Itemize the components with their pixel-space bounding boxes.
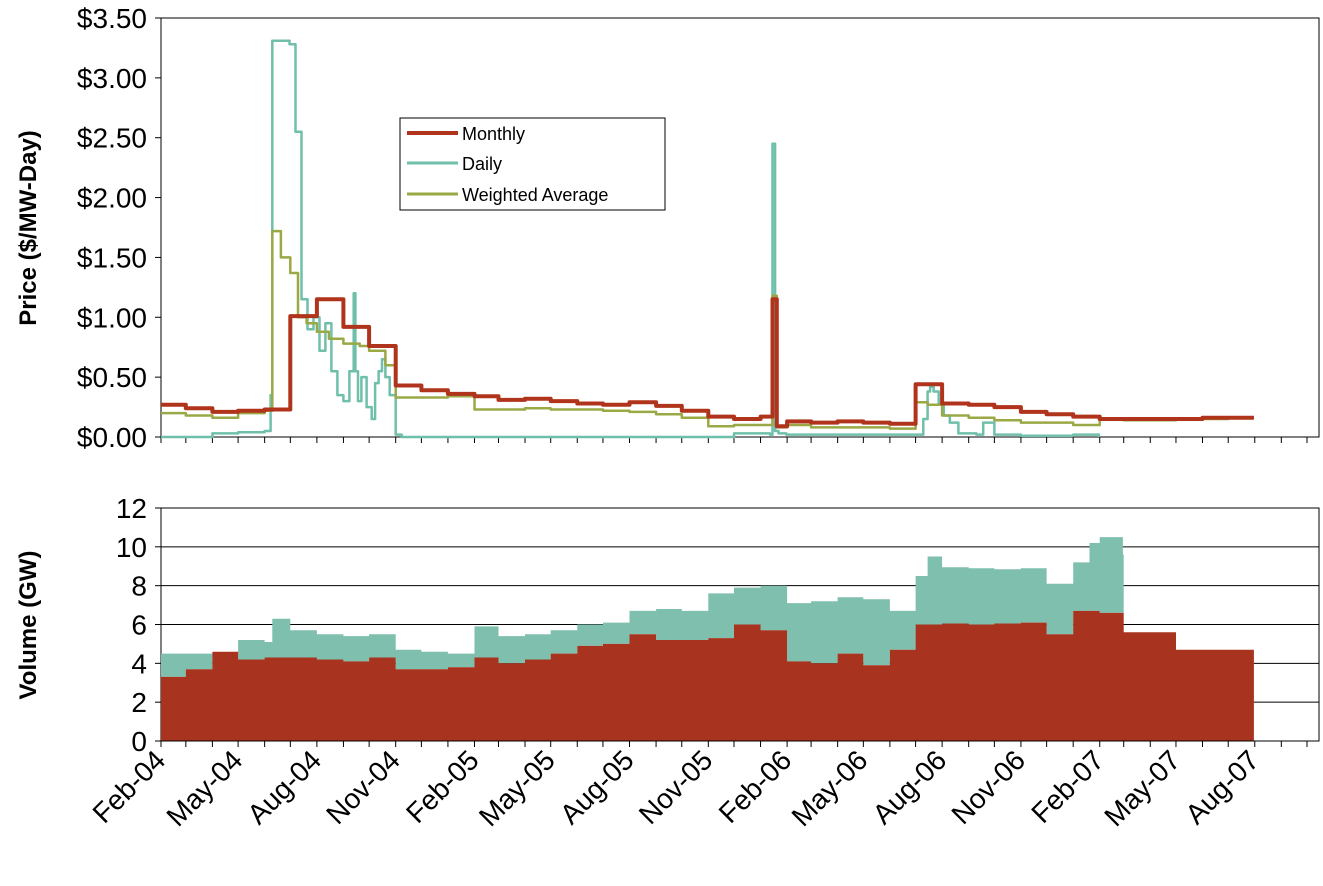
x-tick-label: May-05 (473, 744, 561, 832)
volume-y-axis: 0 2 4 6 8 10 12 (116, 493, 161, 757)
volume-y-tick-label: 8 (131, 571, 147, 602)
price-y-tick-label: $0.50 (77, 362, 147, 393)
volume-y-tick-label: 2 (131, 687, 147, 718)
x-tick-label: Nov-04 (320, 744, 406, 830)
volume-y-tick-label: 4 (131, 648, 147, 679)
x-tick-label: Nov-05 (633, 744, 719, 830)
volume-area-daily (161, 537, 1254, 677)
x-tick-label: Aug-06 (867, 744, 953, 830)
volume-x-axis (160, 740, 1319, 747)
volume-y-tick-label: 10 (116, 532, 147, 563)
volume-y-axis-label: Volume (GW) (15, 551, 42, 700)
price-line-weighted-average (161, 229, 1254, 430)
legend-label-weighted-average: Weighted Average (462, 185, 608, 205)
volume-y-tick-label: 6 (131, 610, 147, 641)
volume-area-monthly (161, 610, 1254, 741)
x-tick-label: Aug-05 (554, 744, 640, 830)
x-tick-label: Aug-07 (1179, 744, 1265, 830)
price-y-axis: $0.00 $0.50 $1.00 $1.50 $2.00 $2.50 $3.00 $3.50 (77, 3, 161, 453)
x-tick-label: May-04 (160, 744, 248, 832)
price-series (161, 39, 1254, 439)
volume-y-tick-label: 0 (131, 726, 147, 757)
price-chart: $0.00 $0.50 $1.00 $1.50 $2.00 $2.50 $3.00 $3.50… (15, 3, 1320, 453)
legend: Monthly Daily Weighted Average (399, 117, 666, 211)
price-y-axis-label: Price ($/MW-Day) (15, 130, 42, 326)
x-tick-label: Nov-06 (945, 744, 1031, 830)
x-tick-label: May-07 (1098, 744, 1186, 832)
legend-label-monthly: Monthly (462, 124, 525, 144)
x-tick-label: Feb-05 (400, 744, 485, 829)
x-tick-label: May-06 (786, 744, 874, 832)
x-axis-date-labels: Feb-04May-04Aug-04Nov-04Feb-05May-05Aug-… (87, 744, 1265, 832)
price-plot-area (160, 17, 1320, 438)
volume-series (161, 537, 1254, 741)
price-y-tick-label: $2.50 (77, 123, 147, 154)
price-y-tick-label: $3.00 (77, 63, 147, 94)
x-tick-label: Feb-06 (713, 744, 798, 829)
x-tick-label: Aug-04 (241, 744, 327, 830)
price-y-tick-label: $0.00 (77, 422, 147, 453)
price-y-tick-label: $1.50 (77, 242, 147, 273)
price-y-tick-label: $2.00 (77, 183, 147, 214)
x-tick-label: Feb-07 (1025, 744, 1110, 829)
x-tick-label: Feb-04 (87, 744, 172, 829)
volume-chart: 0 2 4 6 8 10 12 Volume (GW) (15, 493, 1320, 757)
price-y-tick-label: $3.50 (77, 3, 147, 34)
price-y-tick-label: $1.00 (77, 302, 147, 333)
price-x-axis (160, 437, 1308, 443)
volume-y-tick-label: 12 (116, 493, 147, 524)
price-line-monthly (161, 297, 1254, 429)
legend-label-daily: Daily (462, 154, 502, 174)
